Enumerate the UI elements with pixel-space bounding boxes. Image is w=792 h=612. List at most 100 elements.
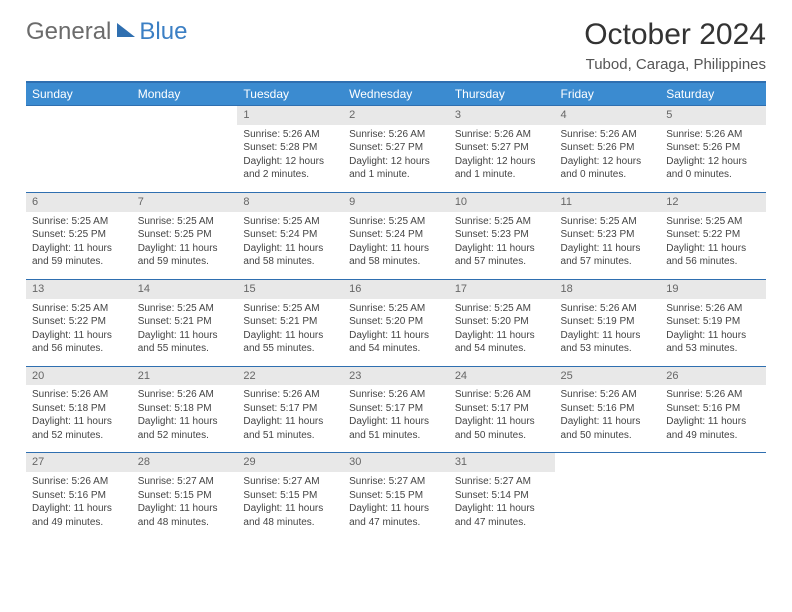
sunrise-text: Sunrise: 5:25 AM <box>455 302 549 316</box>
day-body: Sunrise: 5:26 AMSunset: 5:16 PMDaylight:… <box>660 385 766 452</box>
daylight-text: Daylight: 11 hours and 56 minutes. <box>32 329 126 356</box>
day-number: 5 <box>660 106 766 125</box>
sunrise-text: Sunrise: 5:26 AM <box>561 302 655 316</box>
day-number: 20 <box>26 367 132 386</box>
day-body: Sunrise: 5:25 AMSunset: 5:21 PMDaylight:… <box>132 299 238 366</box>
day-number: 30 <box>343 453 449 472</box>
sunrise-text: Sunrise: 5:26 AM <box>349 388 443 402</box>
daylight-text: Daylight: 11 hours and 48 minutes. <box>243 502 337 529</box>
weekday-header: Saturday <box>660 82 766 106</box>
daylight-text: Daylight: 11 hours and 58 minutes. <box>243 242 337 269</box>
day-body: Sunrise: 5:26 AMSunset: 5:18 PMDaylight:… <box>132 385 238 452</box>
calendar-day-cell: 27Sunrise: 5:26 AMSunset: 5:16 PMDayligh… <box>26 453 132 539</box>
calendar-day-cell: 10Sunrise: 5:25 AMSunset: 5:23 PMDayligh… <box>449 192 555 279</box>
day-body: Sunrise: 5:26 AMSunset: 5:26 PMDaylight:… <box>555 125 661 192</box>
daylight-text: Daylight: 11 hours and 59 minutes. <box>138 242 232 269</box>
calendar-week-row: 27Sunrise: 5:26 AMSunset: 5:16 PMDayligh… <box>26 453 766 539</box>
sunrise-text: Sunrise: 5:25 AM <box>349 215 443 229</box>
sunrise-text: Sunrise: 5:25 AM <box>243 215 337 229</box>
weekday-header: Monday <box>132 82 238 106</box>
day-number: 29 <box>237 453 343 472</box>
calendar-empty-cell <box>660 453 766 539</box>
day-number: 1 <box>237 106 343 125</box>
day-number: 24 <box>449 367 555 386</box>
daylight-text: Daylight: 12 hours and 2 minutes. <box>243 155 337 182</box>
day-body: Sunrise: 5:26 AMSunset: 5:27 PMDaylight:… <box>343 125 449 192</box>
calendar-body: 1Sunrise: 5:26 AMSunset: 5:28 PMDaylight… <box>26 106 766 540</box>
sunset-text: Sunset: 5:22 PM <box>666 228 760 242</box>
sunset-text: Sunset: 5:16 PM <box>561 402 655 416</box>
daylight-text: Daylight: 12 hours and 0 minutes. <box>666 155 760 182</box>
calendar-day-cell: 16Sunrise: 5:25 AMSunset: 5:20 PMDayligh… <box>343 279 449 366</box>
sunrise-text: Sunrise: 5:27 AM <box>455 475 549 489</box>
sunrise-text: Sunrise: 5:25 AM <box>455 215 549 229</box>
sunrise-text: Sunrise: 5:26 AM <box>138 388 232 402</box>
day-body: Sunrise: 5:25 AMSunset: 5:25 PMDaylight:… <box>26 212 132 279</box>
sunset-text: Sunset: 5:16 PM <box>32 489 126 503</box>
day-body: Sunrise: 5:25 AMSunset: 5:22 PMDaylight:… <box>26 299 132 366</box>
daylight-text: Daylight: 11 hours and 48 minutes. <box>138 502 232 529</box>
daylight-text: Daylight: 11 hours and 49 minutes. <box>666 415 760 442</box>
sunset-text: Sunset: 5:15 PM <box>349 489 443 503</box>
sunset-text: Sunset: 5:20 PM <box>349 315 443 329</box>
sunrise-text: Sunrise: 5:26 AM <box>455 128 549 142</box>
sunset-text: Sunset: 5:24 PM <box>243 228 337 242</box>
day-body: Sunrise: 5:26 AMSunset: 5:17 PMDaylight:… <box>449 385 555 452</box>
day-number: 14 <box>132 280 238 299</box>
day-number: 23 <box>343 367 449 386</box>
sunrise-text: Sunrise: 5:25 AM <box>666 215 760 229</box>
calendar-day-cell: 9Sunrise: 5:25 AMSunset: 5:24 PMDaylight… <box>343 192 449 279</box>
weekday-header: Wednesday <box>343 82 449 106</box>
sunrise-text: Sunrise: 5:26 AM <box>243 128 337 142</box>
day-body: Sunrise: 5:25 AMSunset: 5:23 PMDaylight:… <box>555 212 661 279</box>
calendar-day-cell: 22Sunrise: 5:26 AMSunset: 5:17 PMDayligh… <box>237 366 343 453</box>
sunset-text: Sunset: 5:24 PM <box>349 228 443 242</box>
calendar-day-cell: 21Sunrise: 5:26 AMSunset: 5:18 PMDayligh… <box>132 366 238 453</box>
weekday-header: Sunday <box>26 82 132 106</box>
calendar-day-cell: 4Sunrise: 5:26 AMSunset: 5:26 PMDaylight… <box>555 106 661 193</box>
day-number: 15 <box>237 280 343 299</box>
day-number: 31 <box>449 453 555 472</box>
weekday-header-row: SundayMondayTuesdayWednesdayThursdayFrid… <box>26 82 766 106</box>
daylight-text: Daylight: 11 hours and 55 minutes. <box>138 329 232 356</box>
calendar-day-cell: 20Sunrise: 5:26 AMSunset: 5:18 PMDayligh… <box>26 366 132 453</box>
day-number: 17 <box>449 280 555 299</box>
sunrise-text: Sunrise: 5:26 AM <box>32 388 126 402</box>
sunrise-text: Sunrise: 5:25 AM <box>138 215 232 229</box>
calendar-week-row: 6Sunrise: 5:25 AMSunset: 5:25 PMDaylight… <box>26 192 766 279</box>
sunrise-text: Sunrise: 5:25 AM <box>561 215 655 229</box>
day-number: 12 <box>660 193 766 212</box>
sunrise-text: Sunrise: 5:26 AM <box>561 128 655 142</box>
day-body: Sunrise: 5:26 AMSunset: 5:19 PMDaylight:… <box>660 299 766 366</box>
calendar-week-row: 20Sunrise: 5:26 AMSunset: 5:18 PMDayligh… <box>26 366 766 453</box>
weekday-header: Thursday <box>449 82 555 106</box>
weekday-header: Friday <box>555 82 661 106</box>
daylight-text: Daylight: 11 hours and 50 minutes. <box>561 415 655 442</box>
calendar-day-cell: 19Sunrise: 5:26 AMSunset: 5:19 PMDayligh… <box>660 279 766 366</box>
weekday-header: Tuesday <box>237 82 343 106</box>
day-number: 27 <box>26 453 132 472</box>
calendar-empty-cell <box>555 453 661 539</box>
calendar-day-cell: 11Sunrise: 5:25 AMSunset: 5:23 PMDayligh… <box>555 192 661 279</box>
sunset-text: Sunset: 5:25 PM <box>32 228 126 242</box>
sunset-text: Sunset: 5:21 PM <box>243 315 337 329</box>
location-label: Tubod, Caraga, Philippines <box>584 56 766 73</box>
sunset-text: Sunset: 5:14 PM <box>455 489 549 503</box>
title-block: October 2024 Tubod, Caraga, Philippines <box>584 18 766 73</box>
sunrise-text: Sunrise: 5:25 AM <box>138 302 232 316</box>
sunrise-text: Sunrise: 5:27 AM <box>349 475 443 489</box>
daylight-text: Daylight: 11 hours and 53 minutes. <box>561 329 655 356</box>
sunrise-text: Sunrise: 5:26 AM <box>666 128 760 142</box>
sunset-text: Sunset: 5:17 PM <box>243 402 337 416</box>
calendar-week-row: 13Sunrise: 5:25 AMSunset: 5:22 PMDayligh… <box>26 279 766 366</box>
day-body: Sunrise: 5:25 AMSunset: 5:25 PMDaylight:… <box>132 212 238 279</box>
day-number: 3 <box>449 106 555 125</box>
daylight-text: Daylight: 11 hours and 47 minutes. <box>455 502 549 529</box>
day-body: Sunrise: 5:25 AMSunset: 5:20 PMDaylight:… <box>449 299 555 366</box>
sunset-text: Sunset: 5:23 PM <box>561 228 655 242</box>
day-number: 10 <box>449 193 555 212</box>
calendar-day-cell: 25Sunrise: 5:26 AMSunset: 5:16 PMDayligh… <box>555 366 661 453</box>
day-body: Sunrise: 5:26 AMSunset: 5:27 PMDaylight:… <box>449 125 555 192</box>
sunrise-text: Sunrise: 5:26 AM <box>349 128 443 142</box>
day-number: 6 <box>26 193 132 212</box>
